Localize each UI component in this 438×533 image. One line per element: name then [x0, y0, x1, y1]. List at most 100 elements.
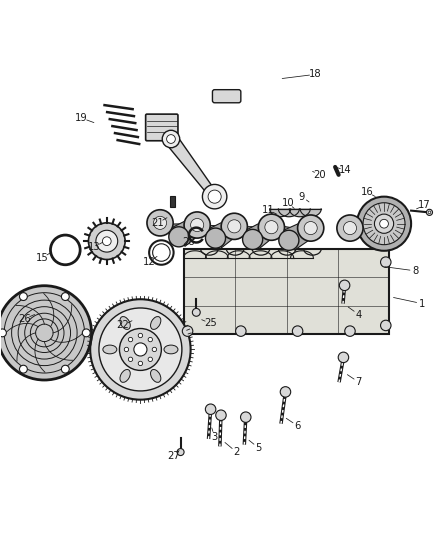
Circle shape [19, 365, 27, 373]
Circle shape [357, 197, 411, 251]
Circle shape [177, 449, 184, 456]
Text: 16: 16 [361, 187, 374, 197]
Circle shape [102, 237, 111, 246]
Circle shape [205, 404, 216, 415]
Text: 25: 25 [204, 318, 217, 328]
Circle shape [338, 352, 349, 362]
Text: 5: 5 [255, 443, 261, 453]
Circle shape [381, 320, 391, 330]
Polygon shape [290, 251, 313, 258]
Text: 28: 28 [182, 238, 195, 247]
Polygon shape [166, 135, 218, 199]
Polygon shape [184, 251, 206, 258]
Ellipse shape [164, 345, 178, 354]
Polygon shape [289, 209, 310, 217]
Circle shape [120, 328, 161, 370]
Ellipse shape [151, 317, 161, 329]
Circle shape [182, 326, 193, 336]
Polygon shape [173, 217, 202, 246]
Text: 27: 27 [167, 451, 180, 462]
Text: 2: 2 [233, 447, 240, 457]
FancyBboxPatch shape [170, 196, 175, 207]
Circle shape [134, 343, 147, 356]
Circle shape [162, 130, 180, 148]
Text: 3: 3 [212, 432, 218, 442]
Text: 7: 7 [356, 377, 362, 387]
Polygon shape [205, 225, 227, 238]
Circle shape [228, 220, 241, 233]
Text: 26: 26 [18, 314, 31, 324]
Text: 1: 1 [419, 298, 425, 309]
Circle shape [240, 412, 251, 423]
Circle shape [0, 286, 92, 380]
Polygon shape [241, 227, 264, 240]
Circle shape [153, 216, 166, 229]
Circle shape [279, 230, 299, 251]
Polygon shape [280, 225, 302, 242]
Circle shape [426, 209, 432, 215]
Circle shape [292, 326, 303, 336]
Text: 20: 20 [313, 170, 326, 180]
Polygon shape [205, 251, 228, 258]
Text: 6: 6 [294, 421, 301, 431]
Circle shape [166, 135, 175, 143]
Ellipse shape [103, 345, 117, 354]
Circle shape [152, 348, 156, 352]
Circle shape [147, 210, 173, 236]
Circle shape [99, 308, 182, 391]
Text: 13: 13 [88, 242, 101, 252]
Circle shape [128, 357, 133, 361]
Circle shape [380, 220, 389, 228]
Text: 14: 14 [339, 165, 352, 175]
Circle shape [191, 219, 204, 231]
Circle shape [208, 190, 221, 203]
Polygon shape [167, 224, 190, 237]
Text: 4: 4 [356, 310, 362, 319]
Circle shape [205, 228, 226, 248]
Circle shape [192, 309, 200, 316]
Circle shape [88, 223, 125, 260]
Circle shape [236, 326, 246, 336]
Polygon shape [283, 220, 315, 250]
Ellipse shape [120, 369, 130, 382]
Circle shape [82, 329, 90, 337]
Circle shape [374, 214, 394, 233]
Polygon shape [209, 219, 239, 248]
Circle shape [19, 293, 27, 301]
FancyBboxPatch shape [146, 114, 178, 141]
Text: 22: 22 [117, 320, 129, 330]
Circle shape [0, 329, 7, 337]
Circle shape [61, 293, 69, 301]
Circle shape [138, 333, 143, 338]
FancyBboxPatch shape [184, 249, 389, 334]
Circle shape [280, 386, 291, 397]
Polygon shape [271, 251, 293, 258]
Polygon shape [270, 209, 290, 217]
Circle shape [128, 337, 133, 342]
Circle shape [169, 227, 189, 247]
Circle shape [297, 215, 324, 241]
Circle shape [345, 326, 355, 336]
Text: 17: 17 [418, 200, 431, 211]
Polygon shape [279, 209, 299, 217]
Circle shape [90, 299, 191, 400]
Circle shape [96, 230, 118, 252]
Text: 8: 8 [412, 266, 419, 276]
FancyBboxPatch shape [212, 90, 241, 103]
Circle shape [363, 203, 405, 245]
Circle shape [304, 222, 317, 235]
Text: 15: 15 [36, 253, 49, 263]
Text: 10: 10 [282, 198, 294, 208]
Polygon shape [249, 251, 272, 258]
Polygon shape [300, 209, 321, 217]
Circle shape [138, 361, 143, 366]
Text: 12: 12 [143, 257, 155, 267]
Circle shape [339, 280, 350, 290]
Circle shape [381, 257, 391, 268]
Polygon shape [227, 251, 250, 258]
Circle shape [258, 214, 285, 240]
Circle shape [61, 365, 69, 373]
Circle shape [221, 213, 247, 239]
Circle shape [428, 211, 431, 214]
Circle shape [124, 348, 129, 352]
